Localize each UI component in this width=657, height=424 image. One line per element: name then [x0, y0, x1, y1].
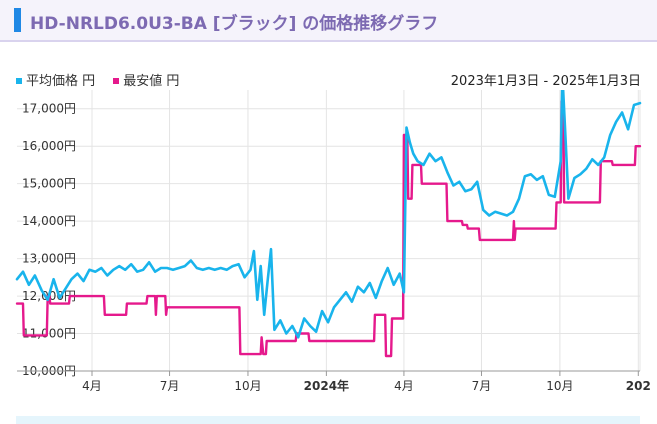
legend-label-min: 最安値 円: [123, 74, 180, 89]
page-title: HD-NRLD6.0U3-BA [ブラック] の価格推移グラフ: [30, 14, 439, 34]
legend-swatch-avg: [16, 77, 22, 84]
price-history-chart[interactable]: 10,000円11,000円12,000円13,000円14,000円15,00…: [0, 90, 657, 416]
y-tick-label: 13,000円: [22, 252, 76, 266]
legend-item-min[interactable]: 最安値 円: [113, 70, 179, 89]
below-chart-panel: [16, 416, 640, 424]
series-line-min-price: [15, 100, 642, 358]
x-tick-label: 4月: [82, 379, 102, 393]
legend-item-avg[interactable]: 平均価格 円: [16, 70, 95, 89]
legend-label-avg: 平均価格 円: [26, 74, 96, 89]
chart-legend: 平均価格 円 最安値 円: [16, 70, 193, 89]
y-tick-label: 16,000円: [22, 139, 76, 153]
y-tick-label: 14,000円: [22, 214, 76, 228]
chart-series: [15, 90, 642, 358]
y-tick-label: 15,000円: [22, 177, 76, 191]
x-tick-label: 7月: [472, 379, 492, 393]
y-tick-label: 11,000円: [22, 327, 76, 341]
chart-grid: [17, 90, 641, 372]
chart-header: HD-NRLD6.0U3-BA [ブラック] の価格推移グラフ: [0, 0, 657, 42]
x-tick-label: 7月: [160, 379, 180, 393]
x-tick-label: 4月: [394, 379, 414, 393]
date-range-label: 2023年1月3日 - 2025年1月3日: [450, 74, 641, 89]
y-tick-label: 17,000円: [22, 102, 76, 116]
x-tick-label: 2024年: [304, 378, 349, 393]
legend-swatch-min: [113, 77, 120, 84]
x-tick-label: 10月: [234, 379, 261, 393]
header-accent-bar: [14, 8, 21, 32]
x-tick-label: 10月: [546, 379, 573, 393]
y-axis: 10,000円11,000円12,000円13,000円14,000円15,00…: [22, 102, 76, 378]
series-line-avg-price: [15, 90, 642, 339]
x-tick-label: 202: [626, 379, 651, 393]
x-axis: 4月 7月 10月 2024年 4月 7月 10月 202: [17, 370, 651, 393]
